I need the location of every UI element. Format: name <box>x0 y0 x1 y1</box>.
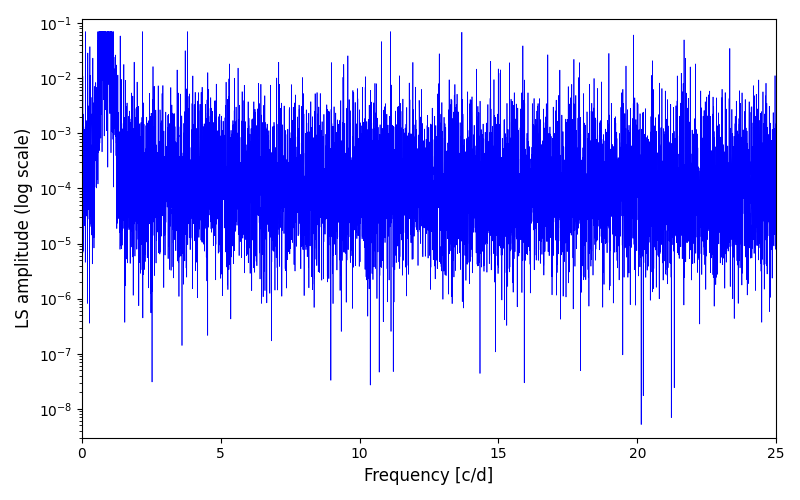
X-axis label: Frequency [c/d]: Frequency [c/d] <box>364 467 494 485</box>
Y-axis label: LS amplitude (log scale): LS amplitude (log scale) <box>15 128 33 328</box>
